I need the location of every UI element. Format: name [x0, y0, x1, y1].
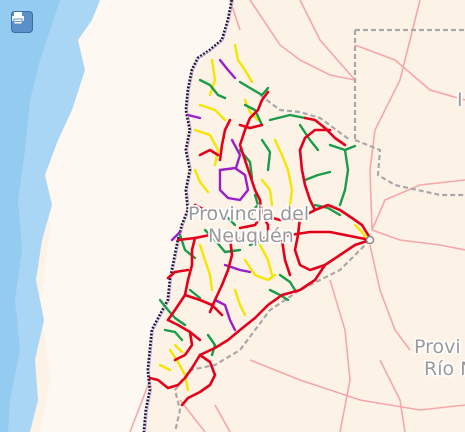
province-borders — [173, 28, 465, 432]
print-icon — [12, 12, 24, 25]
international-border-halo — [145, 0, 234, 432]
city-marker-neuquen[interactable] — [365, 235, 375, 245]
city-marker-small[interactable] — [246, 209, 254, 217]
print-button[interactable] — [11, 11, 33, 33]
other-routes — [170, 58, 252, 332]
national-routes — [148, 90, 372, 407]
international-border — [142, 0, 234, 432]
minor-roads — [129, 0, 465, 432]
provincial-routes-b — [158, 43, 370, 392]
ocean-shallow — [0, 0, 60, 432]
chile-land — [40, 0, 232, 432]
